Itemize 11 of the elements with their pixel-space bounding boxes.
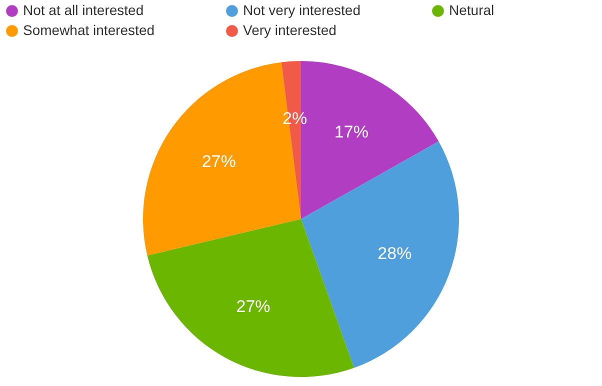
legend-label: Very interested: [243, 22, 336, 38]
pie-slice: [147, 219, 354, 377]
legend-label: Not very interested: [243, 2, 360, 18]
legend-label: Netural: [449, 2, 494, 18]
legend-label: Somewhat interested: [23, 22, 155, 38]
pie-slice: [301, 141, 459, 368]
data-label: 28%: [378, 244, 412, 264]
data-label: 17%: [334, 122, 368, 142]
legend-label: Not at all interested: [23, 2, 144, 18]
data-label: 27%: [236, 296, 270, 316]
data-label: 27%: [202, 152, 236, 171]
